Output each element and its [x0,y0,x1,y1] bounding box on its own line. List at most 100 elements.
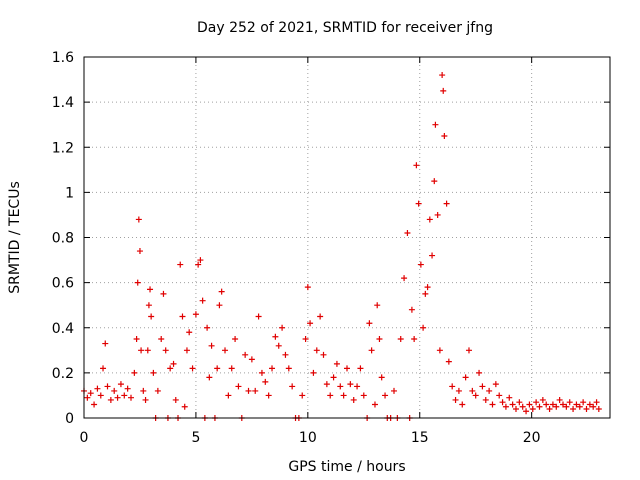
data-point [413,162,420,169]
data-point [218,288,225,295]
data-point [506,394,513,401]
x-tick-label: 5 [191,430,200,446]
data-point [138,347,145,354]
data-point [204,324,211,331]
data-point [347,381,354,388]
data-point [378,374,385,381]
data-point [84,394,91,401]
data-point [576,403,583,410]
data-point [275,342,282,349]
data-point [502,403,509,410]
data-point [496,392,503,399]
y-tick-label: 1 [65,185,74,201]
data-point [482,396,489,403]
data-point [186,329,193,336]
y-tick-label: 1.2 [52,140,74,156]
data-point [563,403,570,410]
data-point [199,297,206,304]
data-point [479,383,486,390]
data-point [145,302,152,309]
data-point [208,342,215,349]
data-point [232,336,239,343]
data-point [258,369,265,376]
x-tick-label: 15 [411,430,429,446]
data-point [452,396,459,403]
data-point [216,302,223,309]
y-tick-label: 1.6 [52,50,74,66]
data-point [262,378,269,385]
data-point [299,392,306,399]
data-point [148,313,155,320]
data-point [147,286,154,293]
data-point [225,392,232,399]
data-point [533,399,540,406]
data-point [570,405,577,412]
data-point [265,392,272,399]
data-point [102,340,109,347]
data-point [181,403,188,410]
data-point [183,347,190,354]
data-point [330,374,337,381]
data-point [440,87,447,94]
data-point [443,200,450,207]
data-point [285,365,292,372]
y-axis-label: SRMTID / TECUs [7,181,23,294]
data-point [553,403,560,410]
grid [84,57,610,418]
data-point [255,313,262,320]
data-point [595,405,602,412]
y-tick-label: 0.2 [52,366,74,382]
data-point [459,401,466,408]
data-point [135,216,142,223]
data-point [317,313,324,320]
data-point [543,401,550,408]
data-point [472,392,479,399]
data-point [426,216,433,223]
data-point [333,360,340,367]
data-point [279,324,286,331]
data-point [170,360,177,367]
data-point [97,392,104,399]
data-point [391,387,398,394]
data-point [374,302,381,309]
data-point [382,392,389,399]
data-point [117,381,124,388]
data-point [368,347,375,354]
x-tick-label: 10 [299,430,317,446]
data-point [549,401,556,408]
data-point [87,390,94,397]
data-point [91,401,98,408]
data-point [357,365,364,372]
data-point [248,356,255,363]
data-point [492,381,499,388]
data-point [417,261,424,268]
data-point [469,387,476,394]
data-point [235,383,242,390]
data-point [422,290,429,297]
data-point [476,369,483,376]
plot-frame [83,56,611,419]
data-point [340,392,347,399]
data-point [195,261,202,268]
data-point [593,399,600,406]
data-point [214,365,221,372]
data-point [401,275,408,282]
data-point [397,336,404,343]
data-point [512,405,519,412]
data-point [420,324,427,331]
data-point [160,290,167,297]
data-point [408,306,415,313]
y-tick-label: 0.8 [52,231,74,247]
data-point [242,351,249,358]
data-point [142,396,149,403]
data-point [289,383,296,390]
data-points [81,72,602,421]
data-point [167,365,174,372]
data-point [228,365,235,372]
data-point [590,403,597,410]
data-point [559,401,566,408]
data-point [172,396,179,403]
data-point [519,403,526,410]
data-point [523,408,530,415]
